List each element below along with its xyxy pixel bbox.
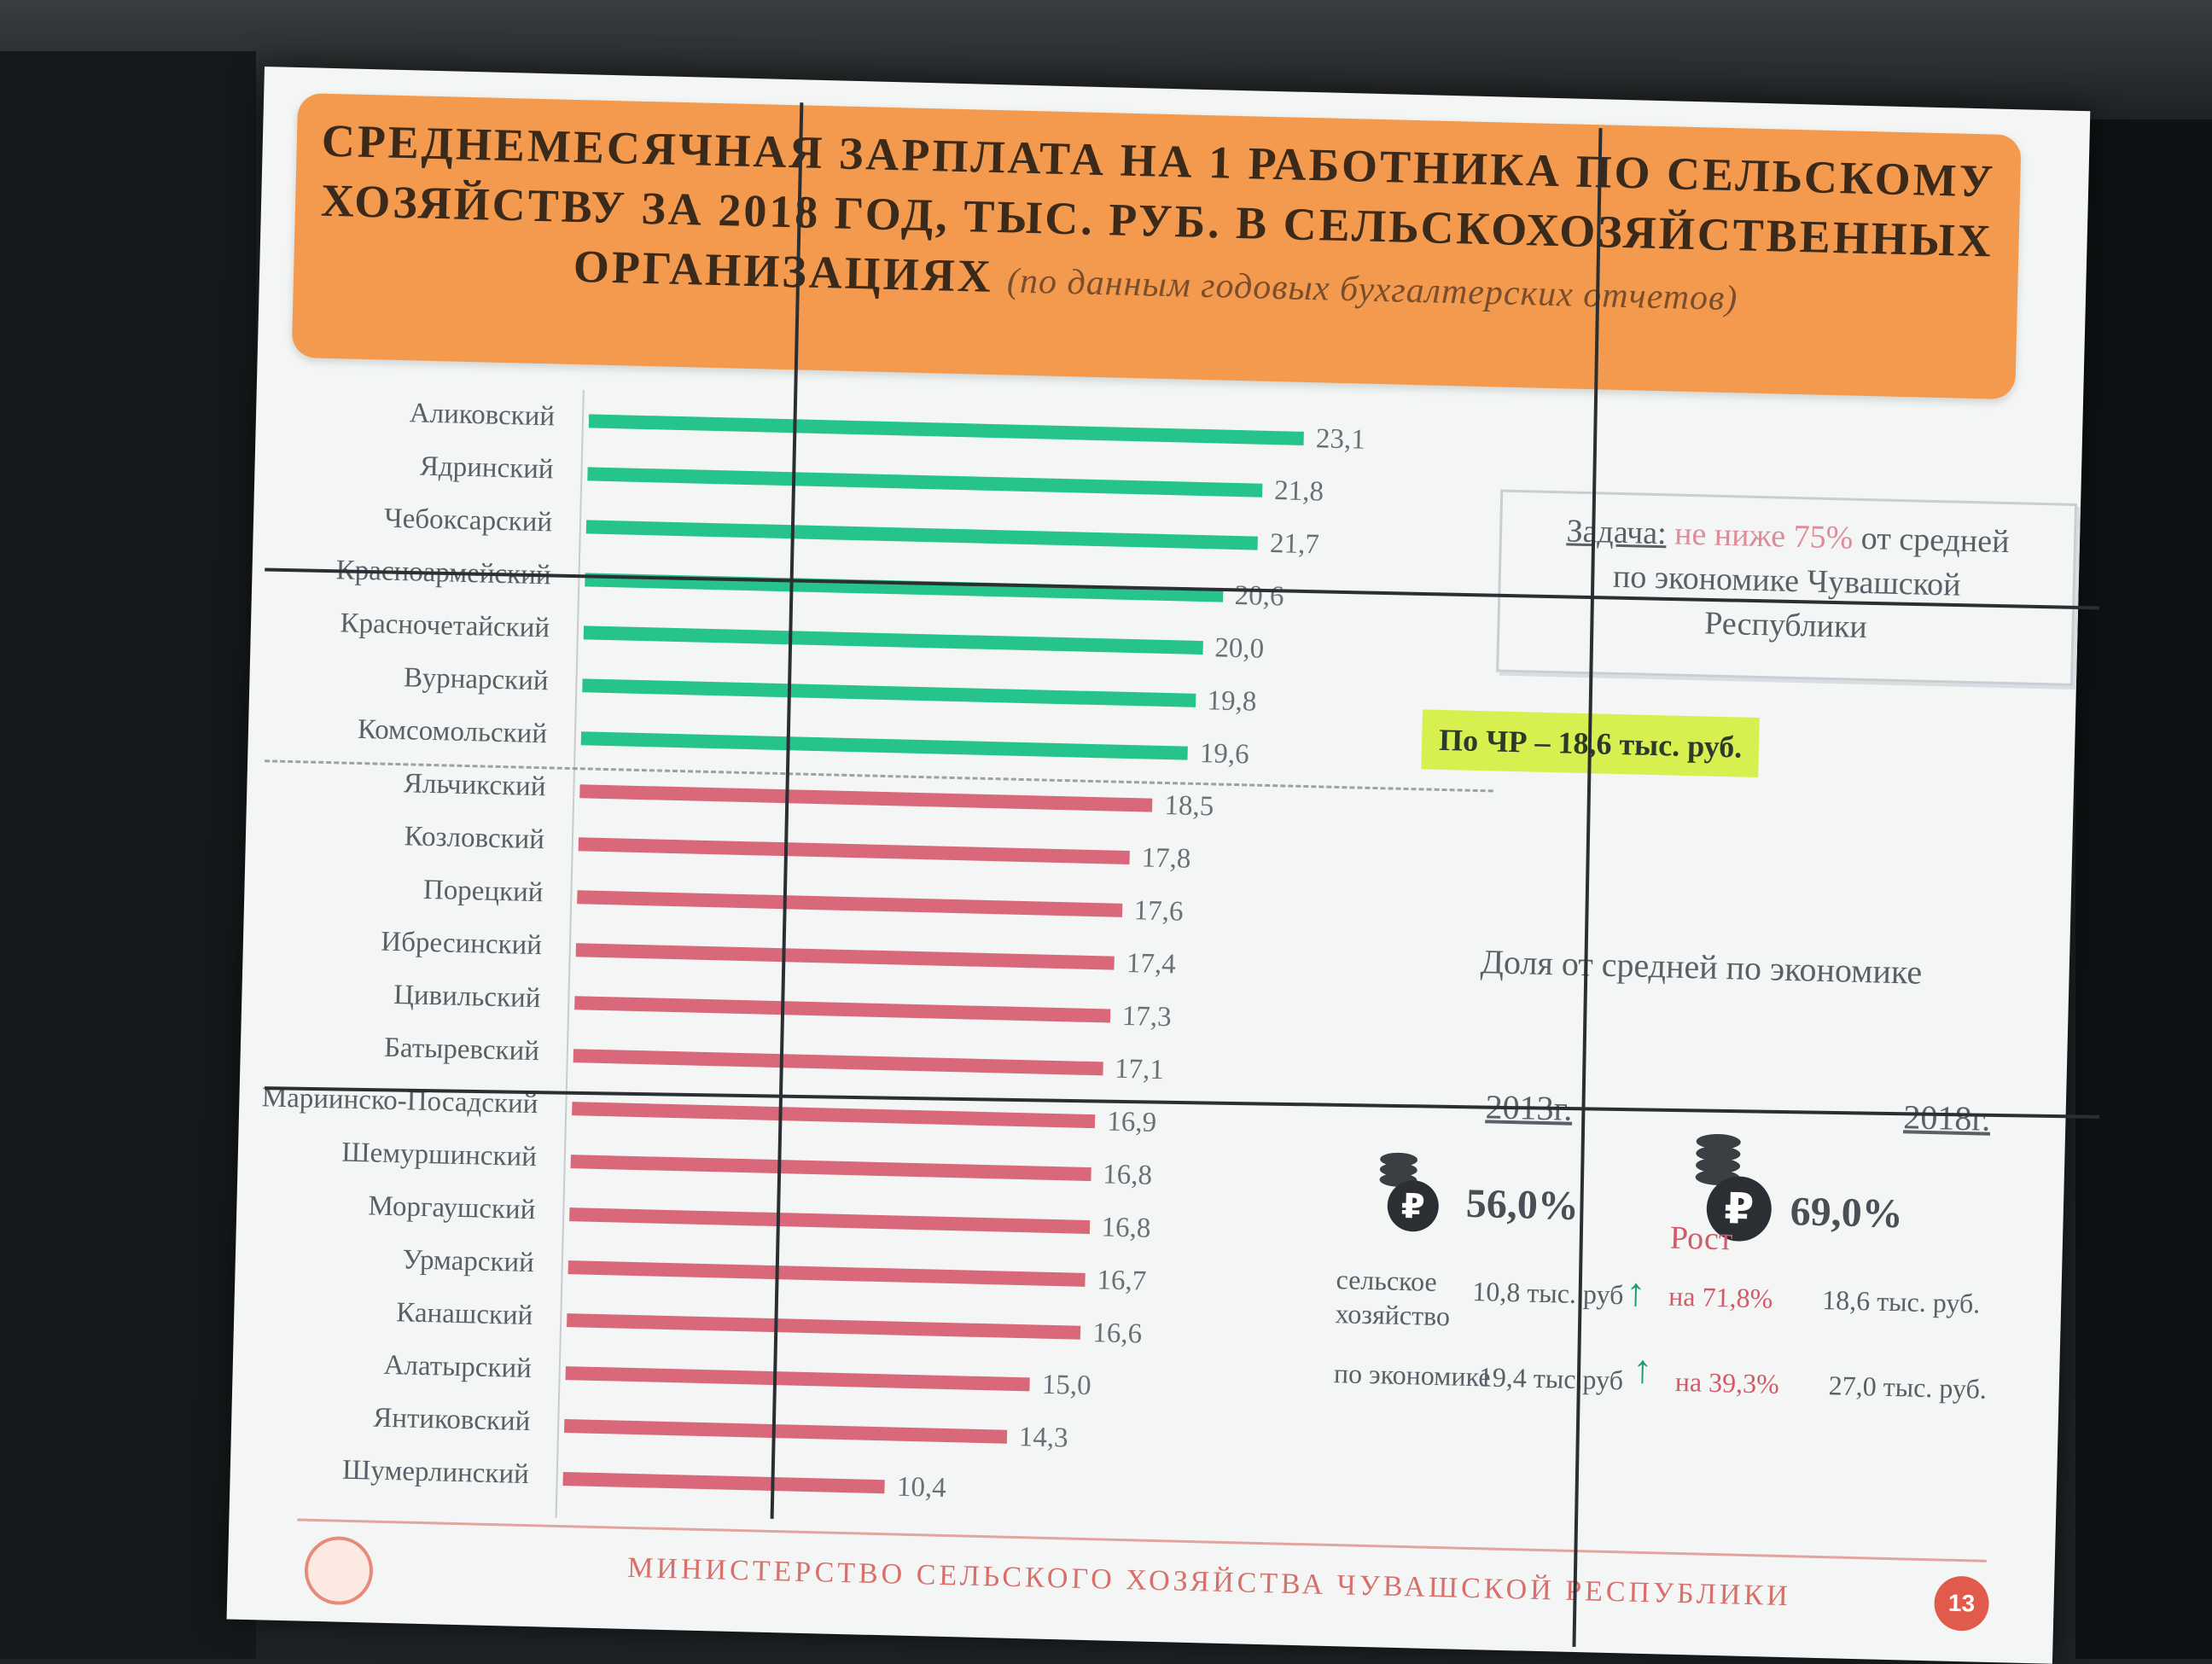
bar-category-label: Порецкий bbox=[422, 874, 544, 909]
bar-category-label: Чебоксарский bbox=[383, 503, 553, 538]
bar bbox=[579, 784, 1153, 812]
bar-category-label: Урмарский bbox=[402, 1244, 535, 1279]
bar bbox=[583, 625, 1203, 655]
slide-title-line-3-text: ОРГАНИЗАЦИЯХ bbox=[573, 240, 994, 302]
bar-category-label: Батыревский bbox=[383, 1032, 540, 1068]
slide-title-box: СРЕДНЕМЕСЯЧНАЯ ЗАРПЛАТА НА 1 РАБОТНИКА П… bbox=[291, 92, 2022, 400]
row-agriculture-2018: 18,6 тыс. руб. bbox=[1821, 1284, 1981, 1319]
bar-value-label: 17,3 bbox=[1121, 1000, 1173, 1033]
bar-value-label: 16,9 bbox=[1106, 1106, 1157, 1138]
bar-category-label: Яльчикский bbox=[403, 768, 546, 803]
bar bbox=[570, 1155, 1091, 1182]
year-2018: 2018г. bbox=[1902, 1097, 1991, 1138]
bar bbox=[573, 1049, 1103, 1076]
bar bbox=[572, 1102, 1096, 1129]
growth-title: Рост bbox=[1669, 1219, 1734, 1258]
bar bbox=[588, 414, 1305, 445]
bar-category-label: Шемуршинский bbox=[341, 1137, 538, 1173]
bar-value-label: 16,6 bbox=[1091, 1318, 1143, 1350]
page-number: 13 bbox=[1933, 1575, 1990, 1632]
bar-value-label: 19,6 bbox=[1199, 738, 1250, 771]
bar-value-label: 21,8 bbox=[1273, 475, 1324, 508]
bar bbox=[577, 890, 1122, 917]
bar-value-label: 14,3 bbox=[1018, 1422, 1069, 1454]
row-agriculture-label-b: хозяйство bbox=[1335, 1298, 1451, 1332]
share-2013-value: 56,0% bbox=[1465, 1180, 1580, 1230]
bar-category-label: Алатырский bbox=[383, 1349, 533, 1385]
bar-category-label: Ибресинский bbox=[380, 926, 543, 962]
row-economy-2013: 19,4 тыс.руб bbox=[1478, 1361, 1624, 1396]
row-agriculture-2013: 10,8 тыс. руб bbox=[1471, 1276, 1624, 1311]
bar bbox=[567, 1313, 1081, 1340]
task-highlight: не ниже 75% bbox=[1674, 515, 1854, 556]
bar-value-label: 17,1 bbox=[1114, 1053, 1165, 1086]
bar-value-label: 10,4 bbox=[896, 1471, 947, 1504]
bar-value-label: 20,0 bbox=[1214, 632, 1265, 665]
presentation-slide: СРЕДНЕМЕСЯЧНАЯ ЗАРПЛАТА НА 1 РАБОТНИКА П… bbox=[226, 67, 2091, 1664]
bar bbox=[569, 1207, 1090, 1235]
bar-value-label: 17,4 bbox=[1126, 947, 1177, 980]
footer-text: МИНИСТЕРСТВО СЕЛЬСКОГО ХОЗЯЙСТВА ЧУВАШСК… bbox=[626, 1551, 1792, 1613]
bar bbox=[580, 731, 1189, 760]
arrow-up-icon: ↑ bbox=[1632, 1347, 1653, 1392]
svg-text:₽: ₽ bbox=[1724, 1184, 1755, 1234]
task-text-1: от средней bbox=[1860, 520, 2011, 561]
background-wall-left bbox=[0, 51, 256, 1659]
row-economy-growth: на 39,3% bbox=[1674, 1365, 1780, 1399]
bar-category-label: Янтиковский bbox=[372, 1402, 531, 1438]
bar bbox=[565, 1366, 1031, 1392]
bar-value-label: 23,1 bbox=[1315, 423, 1366, 456]
task-box: Задача: не ниже 75% от средней по эконом… bbox=[1496, 489, 2078, 686]
bar-value-label: 16,8 bbox=[1101, 1212, 1151, 1244]
bar-category-label: Красночетайский bbox=[340, 608, 550, 644]
bar-category-label: Вурнарский bbox=[403, 662, 549, 697]
bar-value-label: 19,8 bbox=[1207, 685, 1257, 718]
row-agriculture-label-a: сельское bbox=[1336, 1264, 1438, 1297]
svg-text:₽: ₽ bbox=[1400, 1187, 1425, 1227]
bar-category-label: Шумерлинский bbox=[341, 1454, 530, 1491]
bar-category-label: Аликовский bbox=[409, 398, 556, 433]
slide-title-note: (по данным годовых бухгалтерских отчетов… bbox=[1006, 261, 1738, 319]
ruble-coins-icon-large: ₽ bbox=[1695, 1133, 1772, 1242]
bar bbox=[562, 1472, 886, 1494]
task-text-3: Республики bbox=[1703, 605, 1868, 646]
bar-value-label: 17,6 bbox=[1133, 895, 1184, 928]
arrow-up-icon: ↑ bbox=[1625, 1270, 1647, 1314]
bar bbox=[574, 996, 1111, 1023]
task-label: Задача: bbox=[1566, 513, 1668, 552]
row-agriculture-label: сельское хозяйство bbox=[1335, 1262, 1451, 1333]
ruble-coins-icon: ₽ bbox=[1379, 1152, 1439, 1232]
bar-value-label: 18,5 bbox=[1164, 790, 1214, 823]
bar-category-label: Комсомольский bbox=[357, 713, 548, 750]
bar-category-label: Козловский bbox=[404, 821, 545, 856]
bar bbox=[563, 1419, 1008, 1444]
row-economy-2018: 27,0 тыс. руб. bbox=[1828, 1370, 1988, 1405]
bar-value-label: 16,8 bbox=[1102, 1159, 1153, 1191]
bar-value-label: 17,8 bbox=[1141, 842, 1191, 875]
bar bbox=[582, 678, 1196, 707]
ministry-emblem-icon bbox=[303, 1535, 374, 1606]
bar bbox=[575, 943, 1115, 970]
background-wall-right bbox=[2075, 119, 2212, 1659]
bar bbox=[578, 837, 1130, 865]
bar-category-label: Цивильский bbox=[393, 980, 541, 1015]
bar-category-label: Ядринский bbox=[419, 451, 554, 486]
bar bbox=[587, 467, 1263, 497]
bar-value-label: 20,6 bbox=[1234, 579, 1284, 613]
row-economy-label: по экономике bbox=[1333, 1358, 1491, 1393]
bar bbox=[585, 520, 1259, 550]
bar-value-label: 21,7 bbox=[1269, 527, 1320, 561]
bar bbox=[568, 1260, 1086, 1287]
bar-category-label: Канашский bbox=[395, 1297, 533, 1332]
bar-category-label: Моргаушский bbox=[368, 1190, 536, 1226]
bar-value-label: 15,0 bbox=[1041, 1369, 1092, 1402]
share-2018-value: 69,0% bbox=[1790, 1189, 1904, 1237]
row-agriculture-growth: на 71,8% bbox=[1668, 1280, 1773, 1314]
bar-value-label: 16,7 bbox=[1097, 1265, 1147, 1297]
